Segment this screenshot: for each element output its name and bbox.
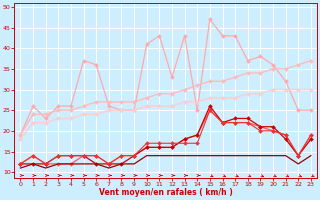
X-axis label: Vent moyen/en rafales ( km/h ): Vent moyen/en rafales ( km/h ) — [99, 188, 233, 197]
